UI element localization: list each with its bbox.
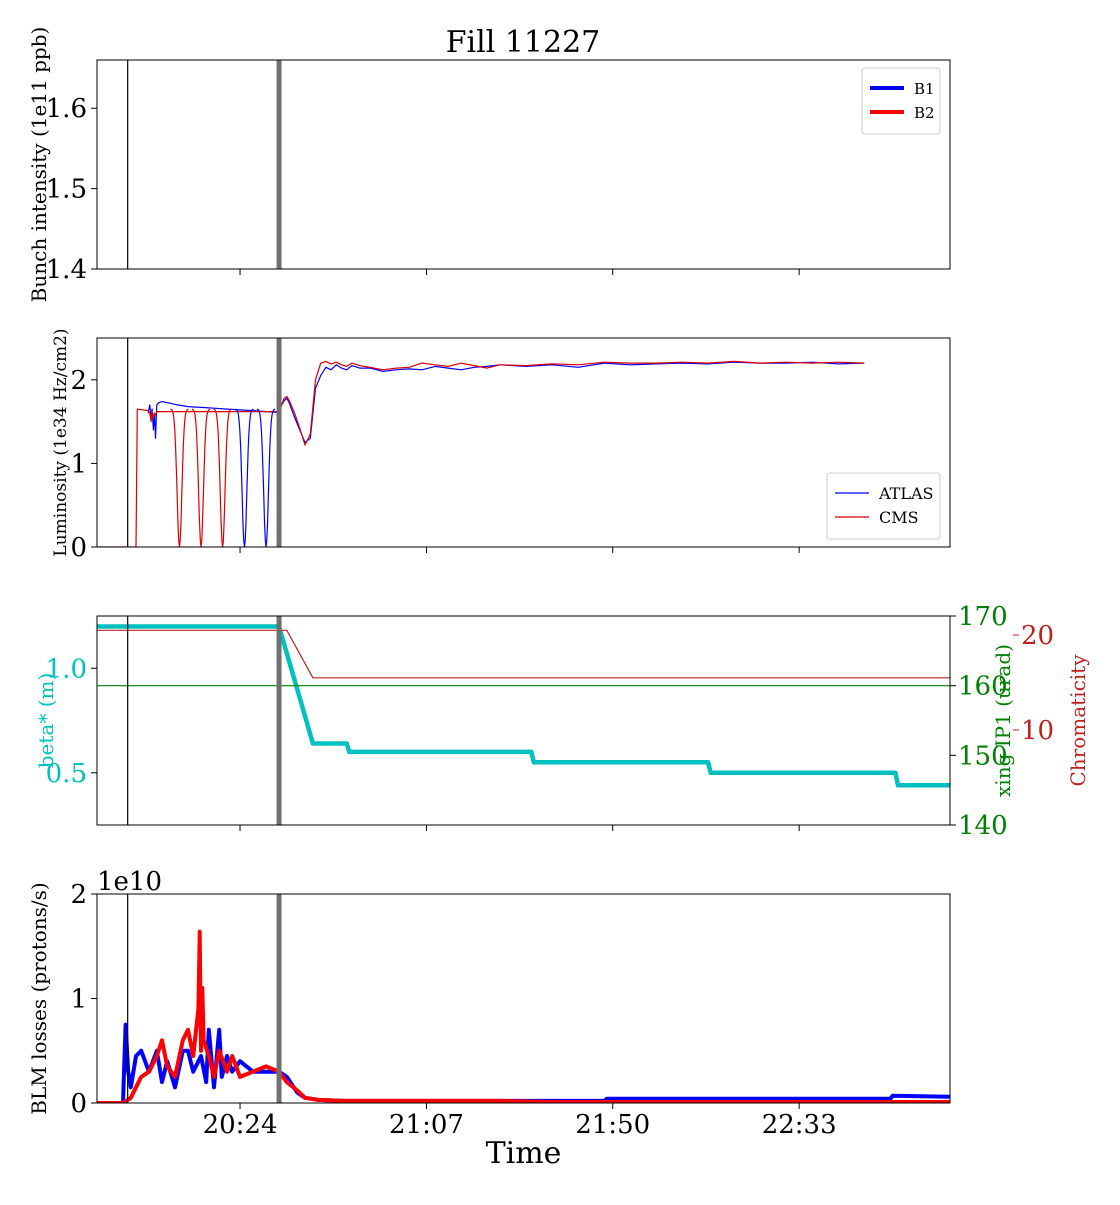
axes-frame — [96, 615, 951, 826]
legend-label: ATLAS — [878, 484, 934, 503]
y-tick-label: 1.0 — [46, 654, 87, 684]
y-tick-label: 2 — [70, 366, 87, 396]
y-tick-label: 1 — [70, 449, 87, 479]
legend-label: B2 — [914, 104, 935, 122]
y-axis-label: beta* (m) — [34, 673, 58, 769]
y-tick-label: 1 — [70, 985, 87, 1015]
series-cms — [97, 360, 865, 547]
dip-cms — [213, 408, 232, 547]
dip-atlas — [235, 408, 254, 547]
y-axis-label: BLM losses (protons/s) — [27, 882, 51, 1114]
plot-area — [97, 624, 950, 788]
plot-area — [97, 360, 865, 547]
y-tick-label: 2 — [70, 880, 87, 910]
y-axis-label: Luminosity (1e34 Hz/cm2) — [51, 328, 71, 556]
y-tick-label: 1.5 — [46, 175, 87, 205]
figure-title: Fill 11227 — [446, 25, 601, 60]
y2-axis-label: xing IP1 (urad) — [991, 644, 1015, 797]
x-tick-label: 22:33 — [762, 1110, 837, 1140]
series-beta- — [97, 624, 950, 788]
dip-cms — [170, 408, 189, 547]
axes-frame — [96, 337, 951, 548]
x-tick-label: 21:50 — [575, 1110, 650, 1140]
legend-label: B1 — [914, 80, 935, 98]
y2-tick-label: 170 — [958, 602, 1008, 632]
y2-tick-label: 140 — [958, 811, 1008, 841]
y-tick-label: 0 — [70, 533, 87, 563]
y-tick-label: 0 — [70, 1089, 87, 1119]
axes-frame — [96, 59, 951, 270]
y-axis-label: Bunch intensity (1e11 ppb) — [27, 27, 51, 303]
series-b2 — [97, 929, 950, 1103]
y-tick-label: 1.6 — [46, 94, 87, 124]
y3-tick-label: 20 — [1021, 621, 1054, 651]
legend-box — [861, 67, 941, 135]
y-offset-label: 1e10 — [97, 867, 162, 897]
y-tick-label: 1.4 — [46, 255, 87, 285]
dip-cms — [191, 408, 211, 547]
y-tick-label: 0.5 — [46, 759, 87, 789]
y3-tick-label: 10 — [1021, 716, 1054, 746]
plot-area — [97, 929, 950, 1103]
legend-box — [826, 472, 941, 540]
panel-4: 0 1 2 BLM losses (protons/s) 1e10 20:24 21:07 2… — [27, 867, 951, 1171]
dip-atlas — [256, 408, 276, 547]
series-chromaticity — [97, 629, 950, 679]
y2-tick-label: 160 — [958, 672, 1008, 702]
y2-tick-label: 150 — [958, 741, 1008, 771]
x-tick-label: 20:24 — [203, 1110, 278, 1140]
x-tick-label: 21:07 — [389, 1110, 464, 1140]
legend: ATLAS CMS — [826, 472, 941, 540]
y3-axis-label: Chromaticity — [1066, 654, 1090, 787]
series-atlas — [147, 361, 865, 444]
x-axis-label: Time — [486, 1136, 562, 1171]
legend-label: CMS — [879, 508, 919, 527]
